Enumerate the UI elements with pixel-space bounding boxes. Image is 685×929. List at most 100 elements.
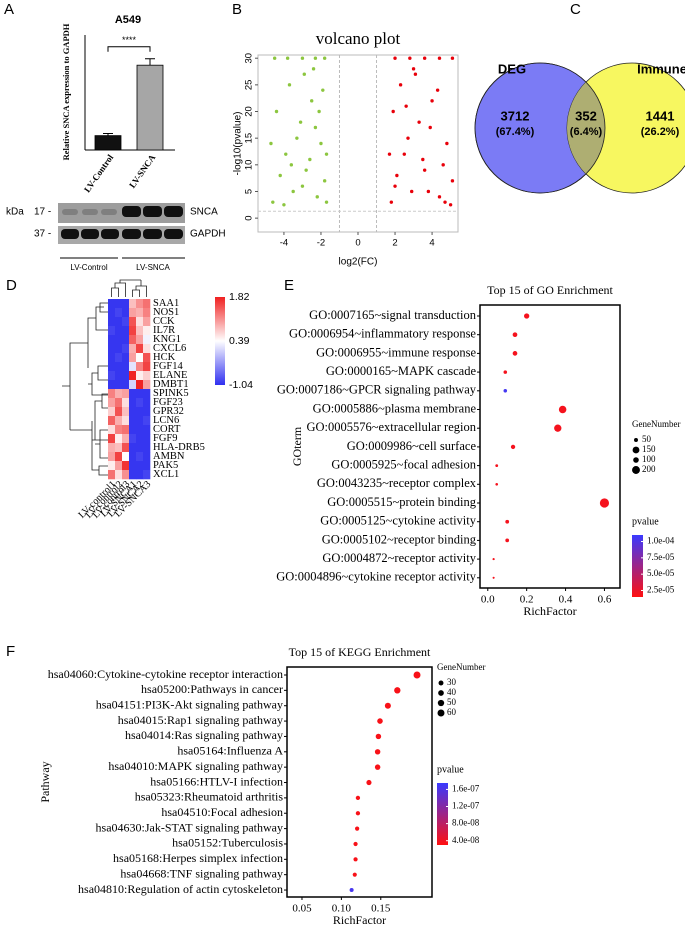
heatmap-cell <box>108 353 116 363</box>
x-tick-label: -4 <box>280 238 288 249</box>
row-label: PAK5 <box>153 460 178 471</box>
y-tick-label: hsa04015:Rap1 signaling pathway <box>118 713 283 727</box>
row-label: LCN6 <box>153 415 179 426</box>
dot <box>352 872 357 877</box>
y-tick-label: 25 <box>244 80 255 91</box>
plot-frame <box>286 666 433 898</box>
dot <box>355 795 361 801</box>
x-tick-label: LV-Control <box>82 152 116 194</box>
dark-bands <box>61 206 183 239</box>
dot <box>492 558 495 561</box>
x-axis-label: RichFactor <box>523 604 576 618</box>
heatmap-cell <box>136 380 144 390</box>
western-blot: kDa 17 - 37 - SNCA GAPDH LV-Control LV-S… <box>6 203 226 272</box>
blot-marker: 37 - <box>34 229 51 240</box>
heatmap-cell <box>143 335 151 345</box>
dot <box>492 576 495 579</box>
colorbar-label: -1.04 <box>229 379 253 391</box>
heatmap-cell <box>108 434 116 444</box>
chart-title: volcano plot <box>316 29 401 48</box>
count-label: 1441 <box>646 108 675 123</box>
colorbar-label: 2.5e-05 <box>647 585 675 595</box>
heatmap-cell <box>115 389 123 399</box>
plot-frame <box>479 304 621 589</box>
heatmap-cell <box>122 443 130 453</box>
colorbar-label: 1.82 <box>229 291 250 303</box>
heatmap-cell <box>143 398 151 408</box>
heatmap-cell <box>143 425 151 435</box>
point <box>393 184 397 188</box>
point <box>295 136 299 140</box>
x-tick-label: 0.05 <box>292 903 312 915</box>
size-legend-dot <box>634 438 638 442</box>
y-tick-label: hsa05152:Tuberculosis <box>172 836 283 850</box>
y-tick-label: GO:0006955~immune response <box>316 345 476 359</box>
heatmap-cell <box>143 416 151 426</box>
heatmap-cell <box>122 371 130 381</box>
heatmap-cell <box>143 299 151 309</box>
heatmap-cell <box>122 353 130 363</box>
heatmap-cell <box>122 452 130 462</box>
point <box>291 189 295 194</box>
point <box>315 195 319 199</box>
heatmap-cell <box>136 362 144 372</box>
heatmap-cell <box>143 389 151 399</box>
heatmap-cell <box>115 299 123 309</box>
y-tick-label: GO:0005925~focal adhesion <box>331 457 476 471</box>
heatmap-cell <box>143 326 151 336</box>
heatmap-cell <box>108 461 116 471</box>
heatmap-cell <box>129 434 137 444</box>
heatmap-cell <box>108 299 116 309</box>
point <box>441 163 445 167</box>
chart-title: A549 <box>115 14 141 26</box>
point <box>313 56 318 60</box>
point <box>413 72 418 76</box>
dot <box>377 718 383 724</box>
heatmap-cell <box>143 317 151 327</box>
row-label: CXCL6 <box>153 343 186 354</box>
heatmap-cell <box>136 299 144 309</box>
heatmap-cell <box>108 380 116 390</box>
y-tick-label: hsa05166:HTLV-I infection <box>150 774 283 788</box>
y-tick-label: hsa05168:Herpes simplex infection <box>113 851 283 865</box>
dot <box>505 519 510 524</box>
colorbar <box>215 297 225 385</box>
dot <box>503 389 508 393</box>
heatmap-cell <box>136 398 144 408</box>
point <box>300 184 305 188</box>
heatmap-cell <box>143 434 151 444</box>
heatmap-cell <box>122 344 130 354</box>
row-label: GPR32 <box>153 406 184 417</box>
size-legend-label: 50 <box>642 434 652 444</box>
y-tick-label: hsa04630:Jak-STAT signaling pathway <box>96 820 283 834</box>
heatmap-cell <box>129 353 137 363</box>
point <box>298 120 303 124</box>
point <box>285 56 290 60</box>
heatmap-cell <box>136 389 144 399</box>
set-label: Immune <box>637 61 685 76</box>
colorbar-label: 1.2e-07 <box>452 801 480 811</box>
point <box>437 195 442 199</box>
heatmap-cell <box>122 398 130 408</box>
heatmap-cell <box>115 362 123 372</box>
panel-label: D <box>6 277 17 294</box>
dot <box>495 482 499 486</box>
point <box>402 152 406 156</box>
colorbar-label: 1.0e-04 <box>647 536 675 546</box>
x-tick-label: 0.4 <box>559 594 573 606</box>
y-tick-label: 30 <box>244 53 255 64</box>
heatmap-cell <box>129 326 137 336</box>
heatmap-cell <box>122 416 130 426</box>
panel-label: A <box>4 1 14 18</box>
dot <box>524 313 530 319</box>
size-legend-title: GeneNumber <box>632 419 680 429</box>
heatmap-cell <box>108 326 116 336</box>
color-legend-title: pvalue <box>632 516 659 527</box>
colorbar <box>437 783 448 845</box>
faint-bands <box>62 209 117 215</box>
dot <box>512 351 518 356</box>
heatmap-cell <box>143 452 151 462</box>
y-tick-label: hsa04510:Focal adhesion <box>161 805 283 819</box>
y-tick-label: 20 <box>244 106 255 117</box>
point <box>272 56 277 60</box>
